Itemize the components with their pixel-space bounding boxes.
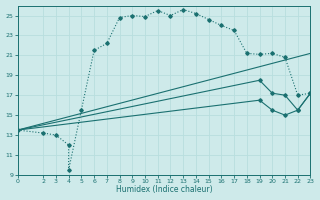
X-axis label: Humidex (Indice chaleur): Humidex (Indice chaleur) [116,185,212,194]
